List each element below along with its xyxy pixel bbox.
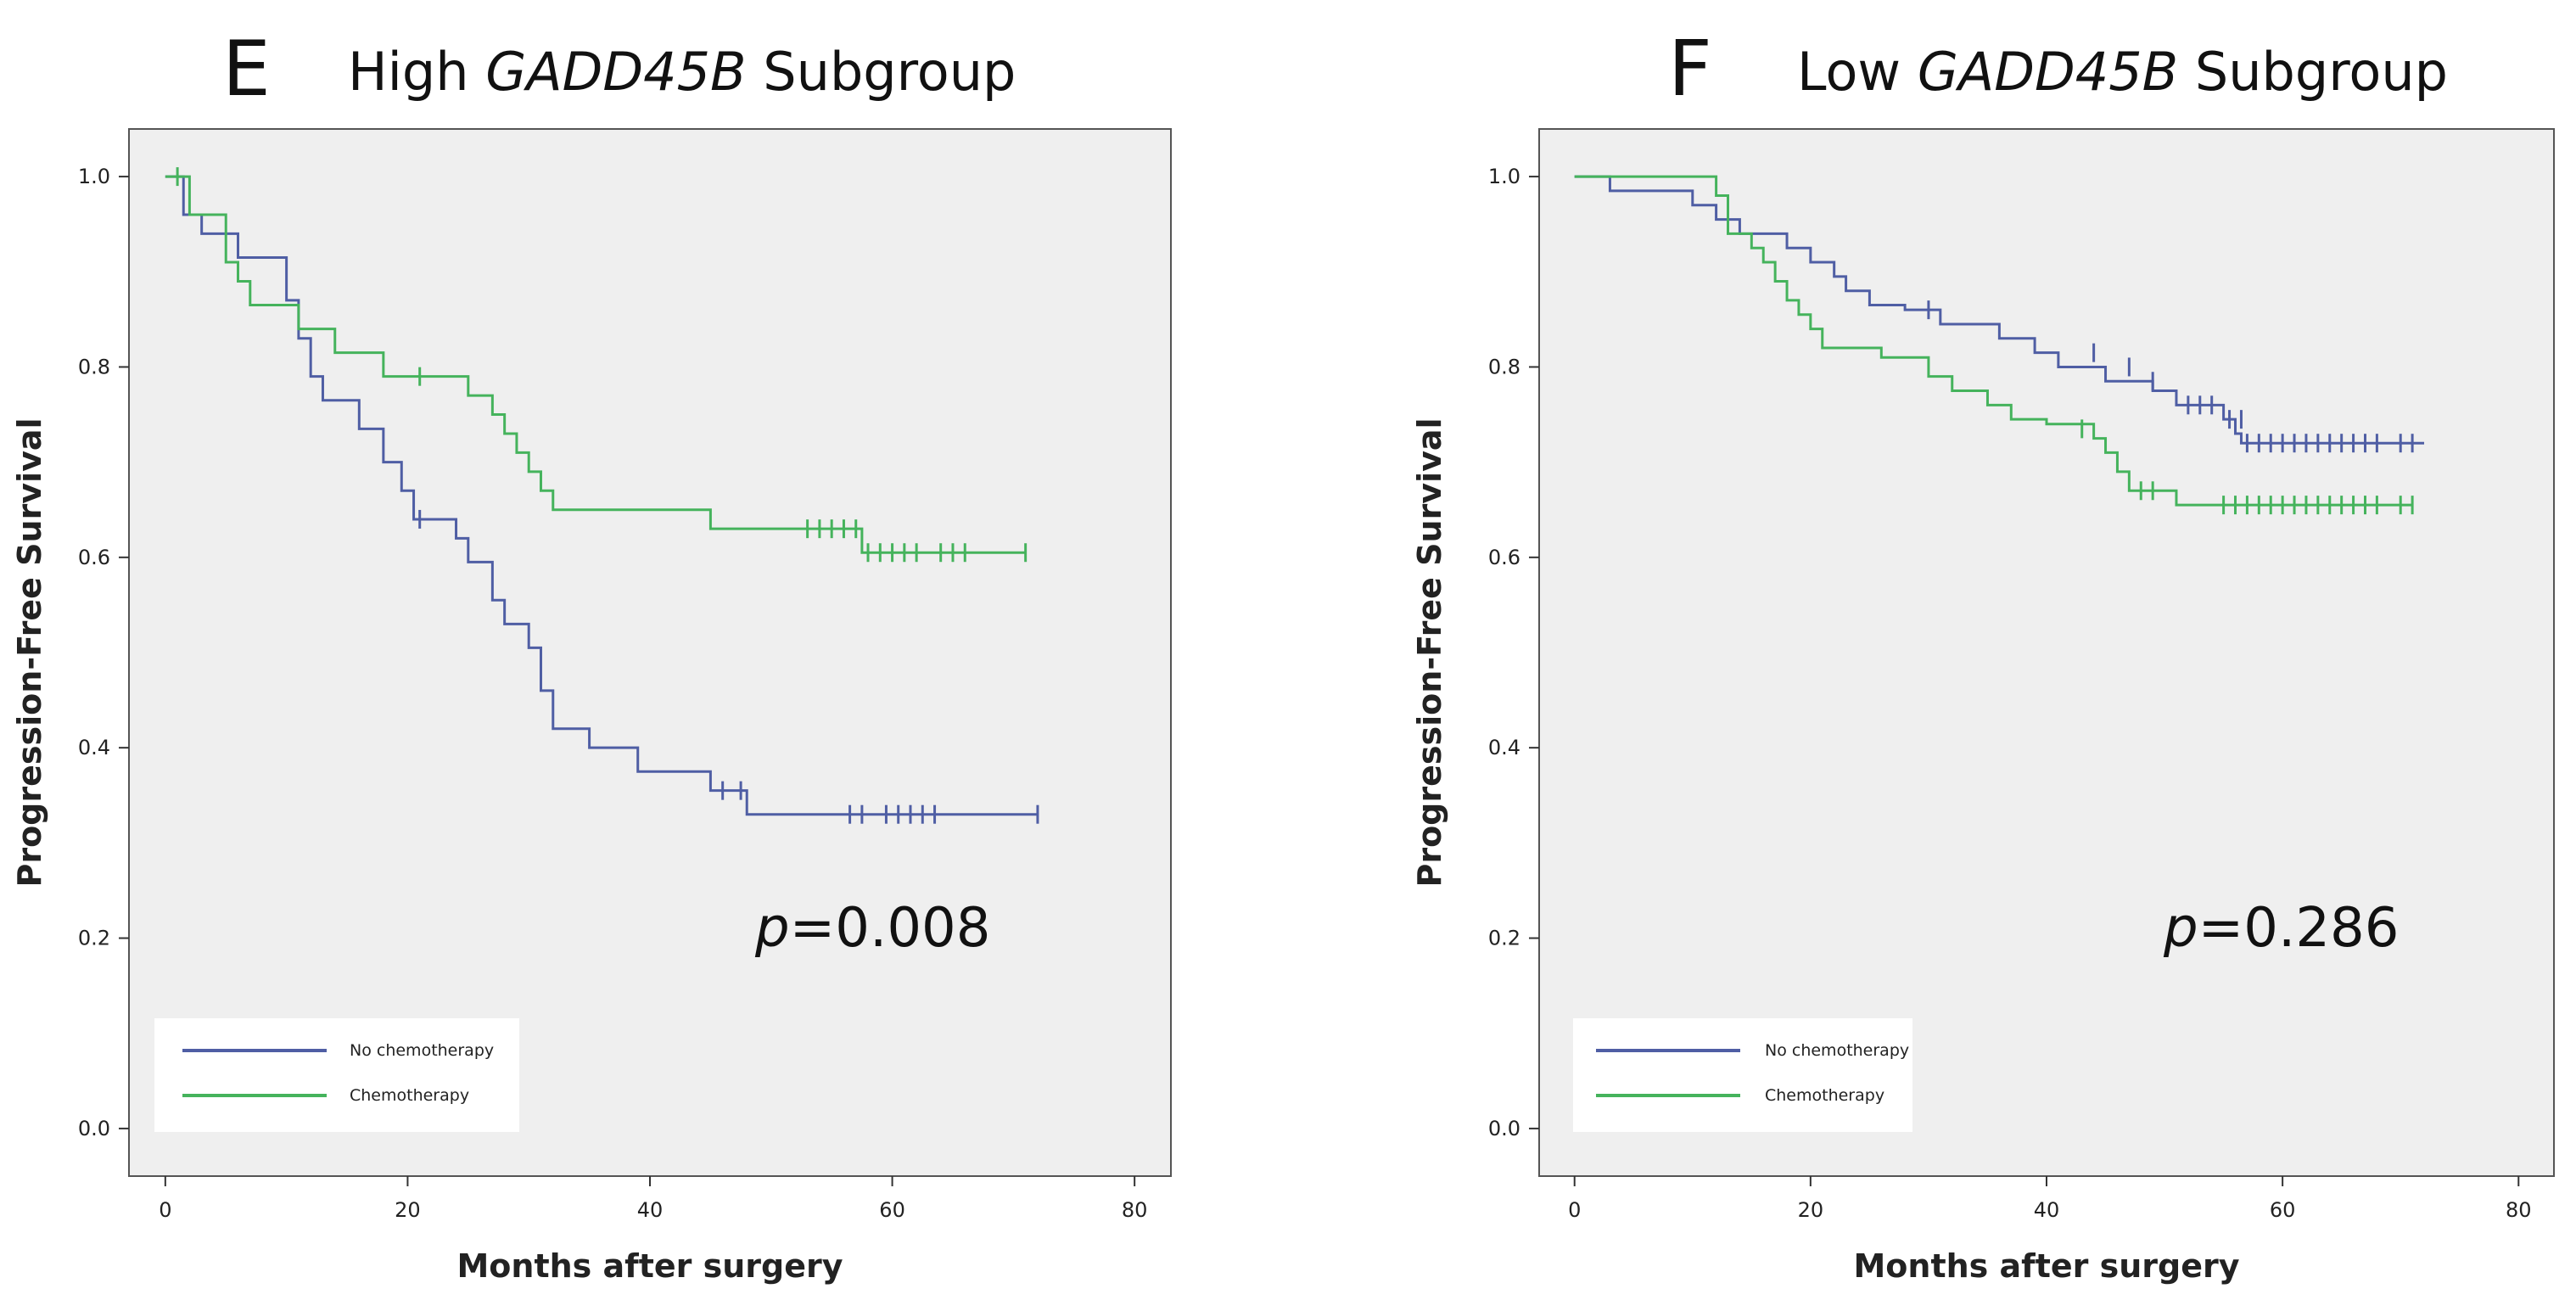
tick-layer: 0 20 40 60 80 0.0 0.2 0.4 0.6 0.8 1.0 (1488, 165, 2532, 1222)
title-pre: High (348, 41, 485, 103)
chart-title: Low GADD45B Subgroup (1797, 41, 2448, 103)
legend-box (1573, 1018, 1912, 1132)
x-axis-label: Months after surgery (1853, 1247, 2239, 1285)
y-tick-label: 0.2 (1488, 927, 1520, 950)
y-tick-label: 0.8 (1488, 355, 1520, 378)
plot-area (1538, 128, 2555, 1177)
panel-letter: F (1668, 25, 1712, 114)
legend-label-chemo: Chemotherapy (1765, 1086, 1884, 1105)
p-value: p=0.008 (754, 897, 990, 960)
y-tick-label: 1.0 (78, 165, 110, 188)
y-tick-label: 0.6 (1488, 546, 1520, 569)
x-tick-label: 20 (1798, 1198, 1824, 1222)
y-tick-label: 1.0 (1488, 165, 1520, 188)
y-axis-label: Progression-Free Survival (11, 417, 48, 887)
x-tick-label: 0 (159, 1198, 171, 1222)
y-tick-label: 0.6 (78, 546, 110, 569)
legend-label-no-chemo: No chemotherapy (350, 1041, 494, 1060)
x-tick-label: 20 (395, 1198, 421, 1222)
y-tick-label: 0.0 (1488, 1117, 1520, 1140)
series-layer (165, 167, 1039, 824)
panel-f: F Low GADD45B Subgroup 0 20 40 60 80 0.0 0.2 0.… (1288, 0, 2576, 1300)
y-tick-label: 0.2 (78, 927, 110, 950)
plot-area (128, 128, 1172, 1177)
x-tick-label: 80 (1122, 1198, 1148, 1222)
p-number: =0.286 (2198, 897, 2400, 960)
title-gene: GADD45B (485, 41, 746, 103)
x-tick-label: 0 (1568, 1198, 1581, 1222)
chart-title: High GADD45B Subgroup (348, 41, 1016, 103)
y-tick-label: 0.4 (1488, 736, 1520, 759)
y-axis-label: Progression-Free Survival (1411, 417, 1448, 887)
panel-letter: E (222, 25, 271, 114)
x-axis-label: Months after surgery (456, 1247, 843, 1285)
x-tick-label: 60 (2270, 1198, 2296, 1222)
km-curve-chemotherapy (165, 175, 1026, 554)
y-tick-label: 0.8 (78, 355, 110, 378)
x-tick-label: 60 (879, 1198, 905, 1222)
title-post: Subgroup (747, 41, 1016, 103)
km-chart-e: E High GADD45B Subgroup 0 20 40 60 800.00.20… (11, 25, 1172, 1285)
series-layer (1574, 175, 2425, 515)
x-tick-label: 40 (637, 1198, 664, 1222)
p-value: p=0.286 (2163, 897, 2399, 960)
km-curve-no-chemotherapy (165, 175, 1038, 816)
km-chart-f: F Low GADD45B Subgroup 0 20 40 60 80 0.0 0.2 0.… (1411, 25, 2555, 1285)
km-curve-chemotherapy (1574, 175, 2413, 507)
p-symbol: p (754, 897, 790, 960)
km-curve-no-chemotherapy (1574, 175, 2425, 445)
x-tick-label: 80 (2506, 1198, 2532, 1222)
x-tick-label: 40 (2034, 1198, 2060, 1222)
legend-box (154, 1018, 519, 1132)
tick-layer: 0 20 40 60 80 0.0 0.2 0.4 0.6 0.8 1.0 (78, 165, 1148, 1222)
title-post: Subgroup (2178, 41, 2448, 103)
panel-e: E High GADD45B Subgroup 0 20 40 60 80 0.0 0.2 0… (11, 25, 1172, 1285)
legend-label-chemo: Chemotherapy (350, 1086, 469, 1105)
y-tick-label: 0.4 (78, 736, 110, 759)
p-symbol: p (2163, 897, 2198, 960)
y-tick-label: 0.0 (78, 1117, 110, 1140)
p-number: =0.008 (790, 897, 991, 960)
legend-label-no-chemo: No chemotherapy (1765, 1041, 1909, 1060)
title-pre: Low (1797, 41, 1918, 103)
title-gene: GADD45B (1918, 41, 2178, 103)
